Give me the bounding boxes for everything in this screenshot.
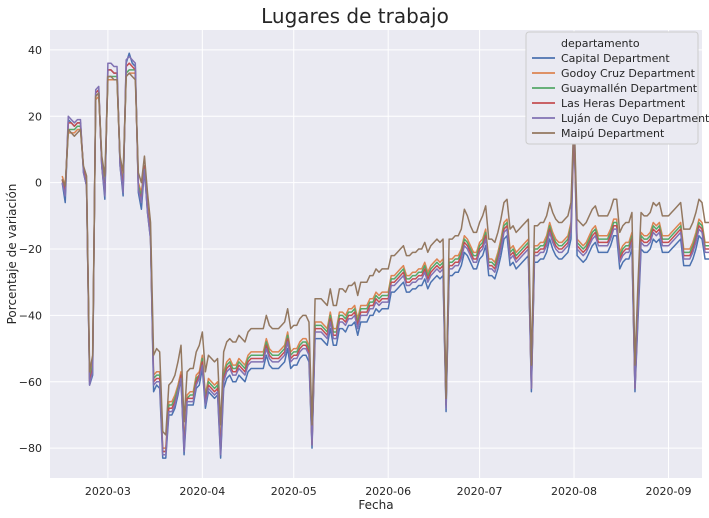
x-axis-ticks: 2020-03 2020-04 2020-05 2020-06 2020-07 2020-… (85, 485, 692, 498)
y-tick-label: −80 (19, 442, 42, 455)
chart-title: Lugares de trabajo (261, 4, 449, 28)
legend-entry: Luján de Cuyo Department (561, 112, 709, 125)
x-tick-label: 2020-06 (365, 485, 411, 498)
y-tick-label: 40 (28, 44, 42, 57)
legend-entry: Godoy Cruz Department (561, 67, 696, 80)
legend-title: departamento (561, 37, 640, 50)
series-lines (61, 52, 709, 459)
x-tick-label: 2020-05 (271, 485, 317, 498)
y-tick-label: −60 (19, 376, 42, 389)
legend-entry: Las Heras Department (561, 97, 686, 110)
legend-entry: Maipú Department (561, 127, 665, 140)
legend: departamento Capital Department Godoy Cru… (525, 31, 709, 145)
series-line (61, 72, 709, 436)
y-tick-label: 20 (28, 110, 42, 123)
series-line (61, 55, 709, 456)
legend-entry: Capital Department (561, 52, 670, 65)
x-tick-label: 2020-04 (179, 485, 225, 498)
legend-entry: Guaymallén Department (561, 82, 698, 95)
x-tick-label: 2020-08 (551, 485, 597, 498)
y-axis-label: Porcentaje de variación (5, 184, 19, 325)
y-axis-ticks: 40 20 0 −20 −40 −60 −80 (19, 44, 42, 455)
y-tick-label: −20 (19, 243, 42, 256)
x-tick-label: 2020-09 (646, 485, 692, 498)
series-line (61, 52, 709, 459)
x-tick-label: 2020-03 (85, 485, 131, 498)
y-tick-label: 0 (35, 177, 42, 190)
y-tick-label: −40 (19, 309, 42, 322)
legend-box (525, 31, 699, 145)
x-tick-label: 2020-07 (457, 485, 503, 498)
x-axis-label: Fecha (358, 498, 393, 512)
